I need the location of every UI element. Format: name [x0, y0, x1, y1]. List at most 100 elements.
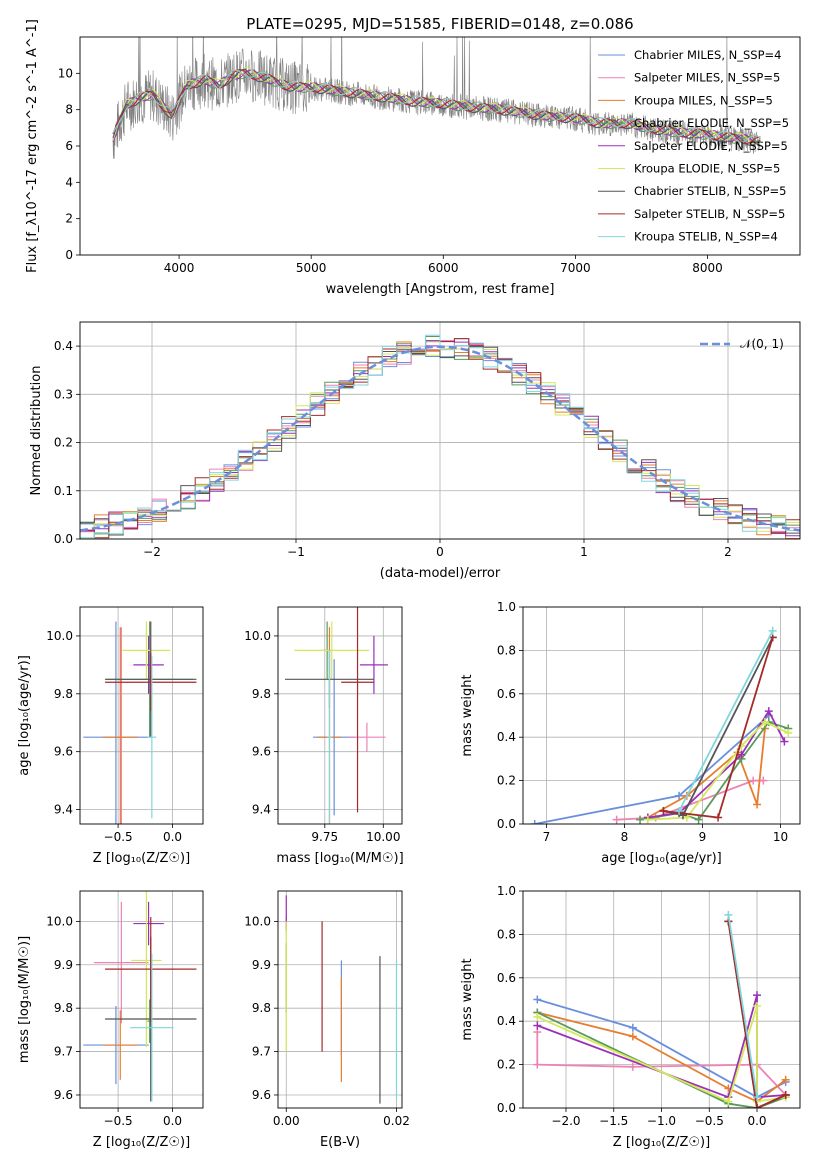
weight-marker-kroupa_miles [753, 800, 762, 809]
y-tick-label: 9.6 [54, 745, 73, 759]
y-tick-label: 0.0 [497, 1101, 516, 1115]
grid-weight_vs_Z [523, 890, 800, 1109]
x-tick-label: −2 [143, 545, 161, 559]
weight-marker-kroupa_miles [781, 1075, 790, 1084]
weight-line-salpeter_stelib [727, 921, 787, 1108]
errorbar-point-kroupa_elodie [122, 621, 171, 680]
y-tick-label: 9.8 [252, 687, 271, 701]
errorbar-point-salpeter_elodie [133, 901, 164, 946]
weight-marker-salpeter_miles [759, 776, 768, 785]
y-tick-label: 0.0 [497, 817, 516, 831]
weight-marker-salpeter_elodie [764, 707, 773, 716]
legend-label-kroupa_stelib: Kroupa STELIB, N_SSP=4 [634, 230, 778, 244]
y-tick-label: 0.1 [54, 484, 73, 498]
errorbar-point-salpeter_stelib [341, 607, 374, 813]
x-tick-label: 0.0 [163, 1114, 182, 1128]
y-tick-label: 10.0 [46, 629, 73, 643]
panel-weight_vs_age: 7 8 9 10 0.0 0.2 0.4 0.6 0.8 1.0 age [log₁₀(age/yr… [460, 600, 801, 866]
y-tick-label: 9.7 [252, 1045, 271, 1059]
weight-marker-salpeter_elodie [780, 737, 789, 746]
y-tick-label: 0.6 [497, 687, 516, 701]
hist-step-kroupa_stelib [80, 334, 800, 539]
panel-mass_vs_EBV: 0.00 0.02 9.6 9.7 9.8 9.9 10.0 E(B-V) [244, 890, 410, 1150]
plot-area-mass_vs_EBV [285, 895, 398, 1104]
y-tick-label: 0.2 [497, 1058, 516, 1072]
grid-age_vs_mass [278, 607, 402, 824]
plot-area-weight_vs_Z [533, 910, 790, 1108]
x-tick-label: 10 [773, 830, 788, 844]
y-axis-label: Flux [f_λ10^-17 erg cm^-2 s^-1 A^-1] [25, 19, 40, 273]
panel-age_vs_mass: 9.75 10.00 9.4 9.6 9.8 10.0 mass [log₁₀(M/M☉)] [244, 606, 404, 866]
y-tick-label: 9.4 [54, 803, 73, 817]
weight-marker-kroupa_stelib [753, 1093, 762, 1102]
plot-area-residuals [80, 334, 800, 539]
weight-marker-kroupa_elodie [784, 728, 793, 737]
panel-mass_vs_Z: −0.5 0.0 9.6 9.7 9.8 9.9 10.0 Z [log₁₀(Z/Z☉)] ma… [17, 890, 204, 1150]
x-tick-label: 6000 [428, 261, 459, 275]
weight-marker-chabrier_miles [675, 791, 684, 800]
weight-marker-salpeter_stelib [659, 806, 668, 815]
grid-mass_vs_EBV [278, 891, 402, 1108]
y-tick-label: 1.0 [497, 884, 516, 898]
y-tick-label: 9.6 [252, 1088, 271, 1102]
x-tick-label: 10.00 [366, 830, 400, 844]
x-tick-label: 8 [621, 830, 629, 844]
weight-marker-salpeter_elodie [533, 1021, 542, 1030]
plot-area-spectrum [112, 37, 761, 159]
weight-line-kroupa_stelib [678, 630, 774, 812]
y-tick-label: 0.4 [497, 730, 516, 744]
x-tick-label: 8000 [692, 261, 723, 275]
x-tick-label: 0.00 [273, 1114, 300, 1128]
errorbar-point-salpeter_stelib [105, 917, 197, 1022]
y-tick-label: 9.9 [252, 958, 271, 972]
y-tick-label: 9.8 [54, 1001, 73, 1015]
weight-marker-chabrier_miles [628, 1023, 637, 1032]
axes-frame [79, 321, 801, 540]
weight-marker-kroupa_stelib [724, 910, 733, 919]
weight-marker-chabrier_elodie [636, 815, 645, 824]
plot-area-mass_vs_Z [83, 891, 197, 1102]
axes-frame [522, 606, 801, 825]
weight-marker-kroupa_elodie [533, 1012, 542, 1021]
y-tick-label: 0.4 [497, 1014, 516, 1028]
x-axis-label: Z [log₁₀(Z/Z☉)] [93, 851, 190, 866]
x-tick-label: 2 [724, 545, 732, 559]
spectrum-legend: Chabrier MILES, N_SSP=4 Salpeter MILES, N… [598, 48, 789, 244]
x-tick-label: 5000 [296, 261, 327, 275]
x-tick-label: −2.0 [551, 1114, 580, 1128]
y-tick-label: 0.2 [497, 774, 516, 788]
weight-line-kroupa_stelib [727, 914, 758, 1098]
weight-marker-chabrier_elodie [694, 815, 703, 824]
x-tick-label: 4000 [164, 261, 195, 275]
x-tick-label: −1.5 [599, 1114, 628, 1128]
axes-frame [277, 890, 403, 1109]
y-tick-label: 9.6 [54, 1088, 73, 1102]
x-axis-label: Z [log₁₀(Z/Z☉)] [613, 1135, 710, 1150]
plot-area-age_vs_mass [285, 607, 388, 824]
axes-frame [79, 890, 204, 1109]
y-tick-label: 0 [65, 248, 73, 262]
panel-weight_vs_Z: −2.0 −1.5 −1.0 −0.5 0.0 0.0 0.2 0.4 0.6 0.8 1.0 Z [… [460, 884, 801, 1150]
weight-marker-salpeter_elodie [753, 991, 762, 1000]
grid-mass_vs_Z [80, 891, 203, 1108]
legend-label-chabrier_miles: Chabrier MILES, N_SSP=4 [634, 48, 781, 62]
x-axis-label: mass [log₁₀(M/M☉)] [276, 851, 403, 866]
panel-spectrum: 4000 5000 6000 7000 8000 0 2 4 6 8 10 wavelength [A… [25, 19, 801, 297]
panel-residuals: −2 −1 0 1 2 0.0 0.1 0.2 0.3 0.4 (data-model)/error… [29, 321, 801, 581]
x-tick-label: −0.5 [695, 1114, 724, 1128]
legend-label-salpeter_stelib: Salpeter STELIB, N_SSP=5 [634, 207, 785, 221]
legend-label-salpeter_miles: Salpeter MILES, N_SSP=5 [634, 71, 780, 85]
y-tick-label: 9.8 [54, 687, 73, 701]
y-tick-label: 0.8 [497, 643, 516, 657]
weight-marker-kroupa_elodie [724, 1097, 733, 1106]
y-tick-label: 9.4 [252, 803, 271, 817]
legend-label-chabrier_elodie: Chabrier ELODIE, N_SSP=5 [634, 116, 789, 130]
x-tick-label: 9.75 [311, 830, 338, 844]
errorbar-point-salpeter_miles [94, 901, 149, 1024]
y-tick-label: 0.2 [54, 436, 73, 450]
axes-frame [522, 890, 801, 1109]
weight-marker-kroupa_elodie [643, 815, 652, 824]
weight-marker-chabrier_miles [530, 820, 539, 824]
errorbar-point-salpeter_stelib [105, 653, 197, 712]
errorbar-point-kroupa_stelib [130, 953, 174, 1102]
